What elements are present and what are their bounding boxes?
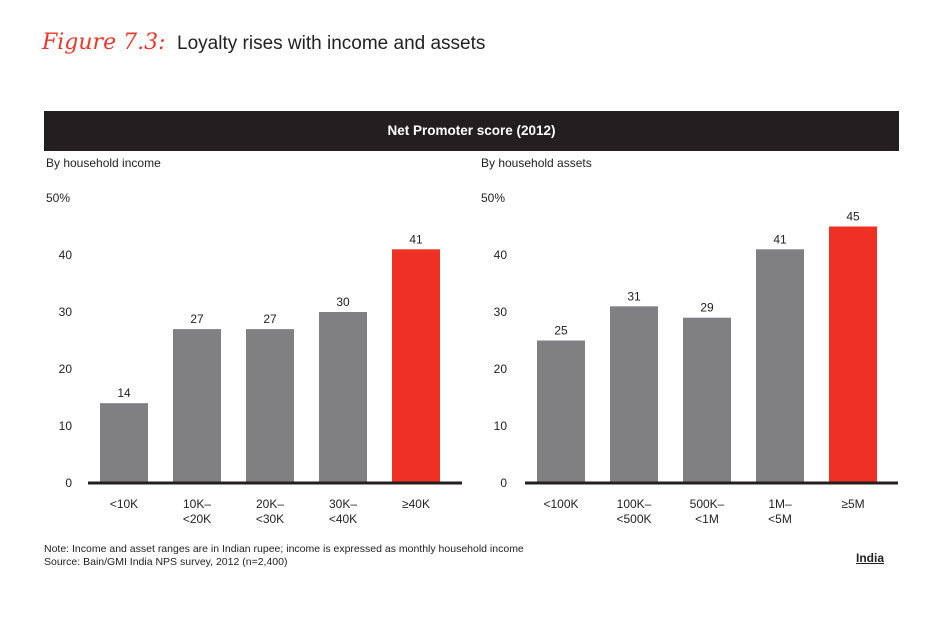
chart-panel-1: By household income 0 10 20 30 40 50% 14 27 27 30 4… (46, 156, 462, 526)
chart-title: By household income (46, 156, 161, 170)
bar (392, 249, 440, 483)
data-label: 31 (627, 289, 641, 303)
region-label: India (856, 551, 885, 565)
source-text: Source: Bain/GMI India NPS survey, 2012 … (44, 556, 288, 568)
bar (100, 403, 148, 483)
data-label: 27 (190, 312, 204, 326)
chart-title: By household assets (481, 156, 592, 170)
y-tick-label: 20 (494, 362, 508, 376)
chart-banner: Net Promoter score (2012) (44, 111, 899, 151)
y-tick-label: 40 (59, 248, 73, 262)
y-tick-label: 0 (500, 476, 507, 490)
x-tick-label: 500K– <1M (690, 497, 725, 526)
y-tick-label: 40 (494, 248, 508, 262)
y-tick-label: 30 (494, 305, 508, 319)
data-label: 41 (409, 232, 423, 246)
bar (173, 329, 221, 483)
bar (756, 249, 804, 483)
bar (246, 329, 294, 483)
figure-title-text: Loyalty rises with income and assets (177, 33, 486, 54)
y-tick-label: 0 (65, 476, 72, 490)
chart-panel-2: By household assets 0 10 20 30 40 50% 25 31 29 41 4… (481, 156, 898, 526)
x-tick-label: <10K (110, 497, 138, 511)
x-tick-label: 20K– <30K (256, 497, 285, 526)
data-label: 30 (336, 295, 350, 309)
y-tick-label: 20 (59, 362, 73, 376)
footnotes: Note: Income and asset ranges are in Ind… (44, 543, 524, 569)
x-tick-label: 10K– <20K (183, 497, 212, 526)
figure-label: Figure 7.3: (42, 30, 166, 55)
x-tick-label: <100K (543, 497, 578, 511)
y-tick-label: 30 (59, 305, 73, 319)
x-tick-label: 1M– <5M (768, 497, 792, 526)
data-label: 45 (846, 210, 860, 224)
bar (537, 340, 585, 483)
data-label: 27 (263, 312, 277, 326)
data-label: 29 (700, 301, 714, 315)
charts-svg: By household income 0 10 20 30 40 50% 14 27 27 30 4… (46, 156, 898, 526)
data-label: 41 (773, 232, 787, 246)
x-tick-label: ≥40K (402, 497, 430, 511)
bar (829, 226, 877, 483)
data-label: 25 (554, 324, 568, 338)
figure-title: Figure 7.3: Loyalty rises with income an… (42, 30, 485, 55)
note-text: Note: Income and asset ranges are in Ind… (44, 543, 524, 555)
bar (610, 306, 658, 483)
x-tick-label: ≥5M (841, 497, 864, 511)
y-tick-label: 10 (59, 419, 73, 433)
y-tick-label: 50% (46, 191, 70, 205)
x-tick-label: 30K– <40K (329, 497, 358, 526)
data-label: 14 (117, 386, 131, 400)
y-tick-label: 10 (494, 419, 508, 433)
y-tick-label: 50% (481, 191, 505, 205)
x-tick-label: 100K– <500K (616, 497, 651, 526)
bar (683, 317, 731, 483)
bar (319, 312, 367, 483)
